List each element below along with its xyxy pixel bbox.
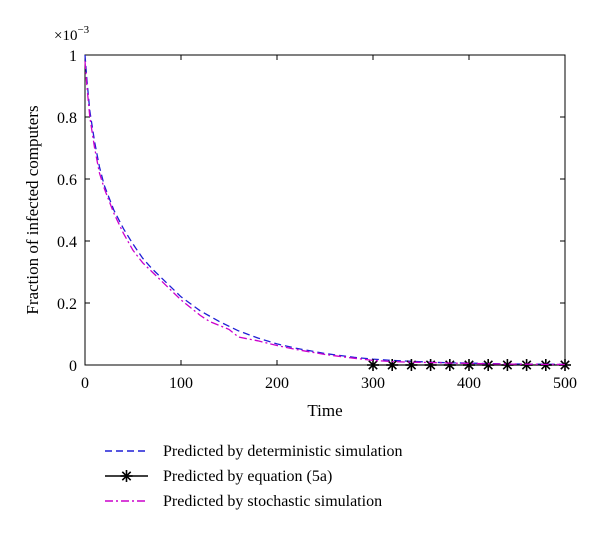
marker-stroke bbox=[368, 360, 378, 370]
y-tick-label: 0.4 bbox=[57, 234, 77, 251]
x-tick-label: 400 bbox=[457, 375, 481, 392]
y-axis-label: Fraction of infected computers bbox=[23, 105, 42, 314]
legend: Predicted by deterministic simulation Pre… bbox=[105, 443, 403, 510]
y-tick-label: 1 bbox=[69, 48, 77, 65]
x-tick-label: 100 bbox=[169, 375, 193, 392]
y-ticks: 0 0.2 0.4 0.6 0.8 1 bbox=[57, 48, 565, 375]
marker-stroke bbox=[121, 471, 132, 481]
plot-area: 0 100 200 300 400 500 0 0.2 0.4 0.6 0.8 1 bbox=[57, 48, 577, 392]
y-exponent-power: −3 bbox=[77, 24, 89, 36]
y-exponent-base: ×10 bbox=[54, 28, 77, 44]
x-tick-label: 0 bbox=[81, 375, 89, 392]
legend-label-1: Predicted by deterministic simulation bbox=[163, 443, 403, 460]
marker-stroke bbox=[387, 360, 397, 370]
x-tick-label: 500 bbox=[553, 375, 577, 392]
series-2-point bbox=[443, 359, 456, 371]
series-2-point bbox=[367, 359, 379, 371]
series-2-point bbox=[424, 359, 437, 371]
legend-label-2: Predicted by equation (5a) bbox=[163, 468, 332, 485]
marker-stroke bbox=[502, 360, 513, 370]
x-tick-label: 300 bbox=[361, 375, 385, 392]
marker-stroke bbox=[560, 360, 570, 370]
y-exponent-label: ×10−3 bbox=[54, 24, 90, 44]
series-2-point bbox=[482, 359, 495, 371]
x-ticks: 0 100 200 300 400 500 bbox=[81, 55, 577, 392]
y-tick-label: 0.6 bbox=[57, 172, 77, 189]
series-2-point bbox=[463, 359, 475, 371]
series-layer bbox=[84, 54, 571, 371]
marker-stroke bbox=[483, 360, 493, 370]
y-tick-label: 0.8 bbox=[57, 110, 77, 127]
y-tick-label: 0.2 bbox=[57, 296, 77, 313]
legend-marker-2 bbox=[120, 470, 133, 482]
marker-stroke bbox=[464, 360, 474, 370]
series-2-point bbox=[520, 359, 533, 371]
marker-stroke bbox=[445, 360, 455, 370]
x-tick-label: 200 bbox=[265, 375, 289, 392]
series-line-3 bbox=[84, 61, 566, 366]
marker-stroke bbox=[521, 360, 532, 370]
series-2-point bbox=[501, 359, 514, 371]
y-tick-label: 0 bbox=[69, 358, 77, 375]
axes-frame bbox=[84, 54, 566, 366]
legend-label-3: Predicted by stochastic simulation bbox=[163, 493, 382, 510]
series-line-1 bbox=[84, 54, 566, 366]
x-axis-label: Time bbox=[307, 401, 342, 420]
